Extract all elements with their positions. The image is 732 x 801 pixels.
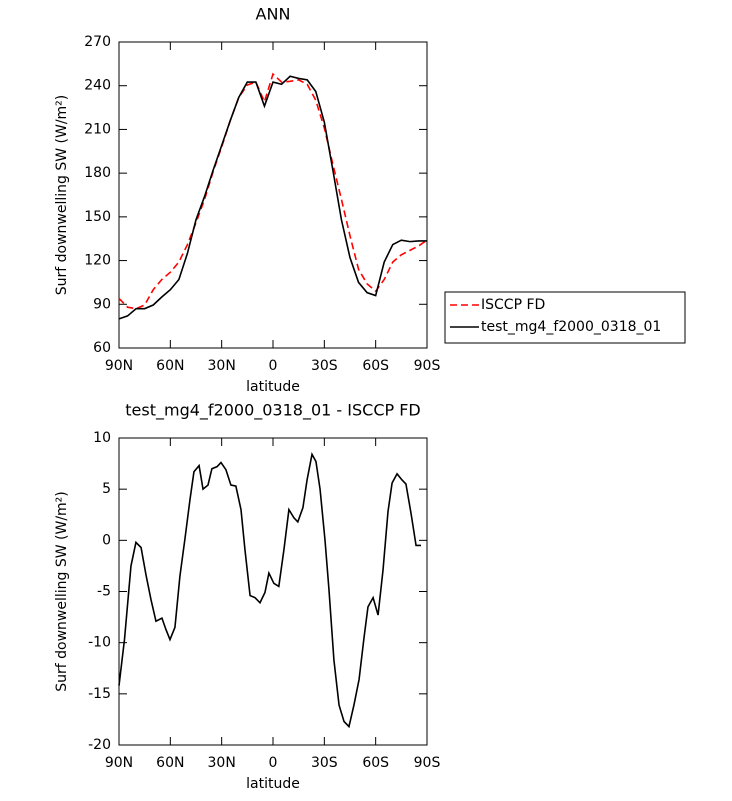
x-axis-label: latitude: [246, 776, 300, 792]
y-tick-label: 60: [93, 340, 111, 356]
y-axis-label: Surf downwelling SW (W/m²): [54, 95, 70, 296]
data-line: [118, 452, 422, 729]
x-tick-label: 90S: [414, 755, 441, 771]
y-tick-label: -15: [88, 686, 111, 702]
legend-label: test_mg4_f2000_0318_01: [481, 319, 661, 335]
panel: ANN 60 90 120 150 180 210 240 270 90N 60N 30N 0 30S 60…: [54, 5, 686, 395]
chart-title: ANN: [256, 5, 291, 24]
y-tick-label: -5: [97, 584, 111, 600]
y-tick-label: 180: [84, 165, 111, 181]
chart-title: test_mg4_f2000_0318_01 - ISCCP FD: [125, 401, 421, 421]
x-tick-label: 60S: [362, 755, 389, 771]
x-tick-label: 60S: [362, 358, 389, 374]
x-tick-label: 30S: [311, 755, 338, 771]
plot-frame: [118, 41, 428, 349]
x-tick-label: 0: [269, 358, 278, 374]
y-tick-label: 90: [93, 296, 111, 312]
x-tick-label: 90N: [105, 358, 133, 374]
y-axis-label: Surf downwelling SW (W/m²): [54, 491, 70, 692]
x-tick-label: 30S: [311, 358, 338, 374]
y-tick-label: 270: [84, 34, 111, 50]
x-tick-label: 60N: [156, 755, 184, 771]
y-tick-label: 150: [84, 209, 111, 225]
y-tick-label: 240: [84, 78, 111, 94]
y-tick-label: 10: [93, 430, 111, 446]
x-tick-label: 90S: [414, 358, 441, 374]
x-tick-label: 0: [269, 755, 278, 771]
y-tick-label: 0: [102, 532, 111, 548]
legend-label: ISCCP FD: [481, 297, 545, 313]
x-tick-label: 30N: [208, 358, 236, 374]
y-tick-label: 5: [102, 481, 111, 497]
y-tick-label: 210: [84, 121, 111, 137]
y-tick-label: -20: [88, 737, 111, 753]
data-line: [118, 75, 427, 320]
panel: test_mg4_f2000_0318_01 - ISCCP FD -20 -15 -…: [54, 401, 440, 793]
x-tick-label: 90N: [105, 755, 133, 771]
x-tick-label: 30N: [208, 755, 236, 771]
x-axis-label: latitude: [246, 379, 300, 395]
data-line: [118, 72, 428, 310]
x-tick-label: 60N: [156, 358, 184, 374]
legend-frame: [444, 291, 686, 344]
y-tick-label: -10: [88, 635, 111, 651]
y-tick-label: 120: [84, 253, 111, 269]
